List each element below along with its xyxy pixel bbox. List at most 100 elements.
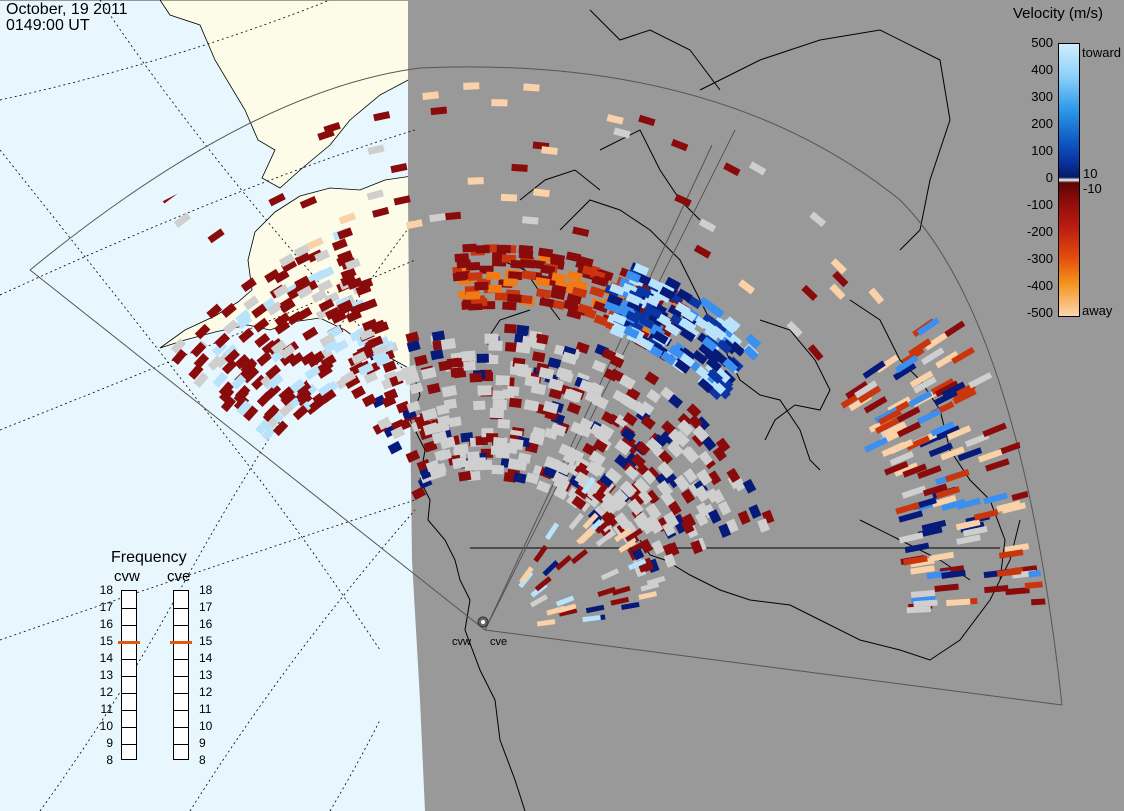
backscatter-cell (219, 386, 235, 403)
backscatter-cell (585, 461, 603, 478)
backscatter-cell (243, 295, 260, 311)
backscatter-cell (556, 366, 573, 381)
gauge-divider (122, 744, 136, 745)
backscatter-cell (582, 512, 599, 530)
backscatter-cell (351, 351, 368, 365)
backscatter-cell (426, 382, 441, 395)
backscatter-cell (468, 272, 483, 281)
backscatter-cell (698, 450, 714, 466)
backscatter-cell (651, 540, 665, 555)
backscatter-cell (234, 353, 251, 370)
backscatter-cell (609, 368, 625, 383)
backscatter-cell (710, 325, 727, 341)
backscatter-cell (717, 500, 732, 516)
backscatter-cell (507, 271, 523, 281)
backscatter-cell (682, 446, 700, 464)
backscatter-cell (534, 576, 552, 592)
backscatter-cell (726, 467, 741, 483)
backscatter-cell (336, 299, 354, 313)
backscatter-cell (697, 377, 714, 394)
backscatter-cell (895, 501, 920, 515)
backscatter-cell (450, 367, 464, 378)
backscatter-cell (677, 419, 695, 437)
backscatter-cell (629, 492, 644, 508)
backscatter-cell (660, 351, 677, 366)
backscatter-cell (315, 306, 332, 321)
backscatter-cell (318, 298, 335, 313)
backscatter-cell (529, 594, 548, 608)
backscatter-cell (503, 277, 518, 287)
backscatter-cell (563, 388, 580, 403)
backscatter-cell (475, 435, 488, 446)
backscatter-cell (533, 188, 550, 198)
backscatter-cell (664, 276, 681, 291)
backscatter-cell (614, 454, 630, 469)
backscatter-cell (256, 391, 273, 407)
backscatter-cell (544, 522, 560, 541)
backscatter-cell (268, 192, 286, 207)
velocity-tick-7: -200 (1026, 224, 1053, 239)
backscatter-cell (535, 277, 551, 288)
backscatter-cell (436, 404, 450, 416)
freq-tick-left-10: 10 (99, 719, 113, 733)
backscatter-cell (553, 486, 569, 501)
backscatter-cell (253, 317, 270, 333)
backscatter-cell (917, 526, 943, 538)
backscatter-cell (540, 264, 556, 275)
velocity-colorbar (1058, 43, 1080, 317)
backscatter-cell (691, 349, 708, 365)
backscatter-cell (674, 358, 691, 374)
backscatter-cell (513, 472, 527, 484)
gauge-divider (174, 710, 188, 711)
backscatter-cell (287, 311, 304, 326)
backscatter-cell (1004, 543, 1030, 553)
backscatter-cell (409, 382, 424, 395)
backscatter-cell (646, 388, 662, 404)
backscatter-cell (266, 301, 283, 316)
backscatter-cell (190, 341, 207, 358)
backscatter-cell (702, 313, 719, 328)
velocity-tick-6: -100 (1026, 197, 1053, 212)
backscatter-cell (628, 480, 644, 496)
backscatter-cell (331, 238, 348, 251)
backscatter-cell (683, 468, 698, 484)
backscatter-cell (395, 367, 412, 382)
backscatter-cell (221, 358, 238, 375)
backscatter-cell (261, 339, 278, 355)
backscatter-cell (319, 333, 336, 348)
backscatter-cell (546, 605, 565, 616)
velocity-title: Velocity (m/s) (1013, 5, 1104, 22)
backscatter-cell (278, 386, 295, 402)
backscatter-cell (889, 439, 914, 455)
backscatter-cell (367, 144, 385, 155)
backscatter-cell (924, 332, 948, 351)
backscatter-cell (610, 596, 630, 606)
backscatter-cell (705, 356, 722, 372)
backscatter-cell (406, 340, 421, 353)
backscatter-cell (692, 425, 710, 443)
backscatter-cell (344, 257, 361, 271)
backscatter-cell (357, 362, 374, 376)
backscatter-cell (910, 589, 936, 599)
backscatter-cell (518, 249, 534, 260)
backscatter-cell (599, 473, 615, 488)
backscatter-cell (474, 281, 489, 291)
backscatter-cell (547, 357, 562, 369)
backscatter-cell (506, 385, 520, 396)
gauge-divider (122, 625, 136, 626)
backscatter-cell (296, 285, 313, 300)
backscatter-cell (668, 344, 685, 360)
backscatter-cell (304, 365, 321, 381)
backscatter-cell (536, 619, 556, 627)
backscatter-cell (371, 206, 390, 218)
backscatter-cell (606, 293, 623, 307)
backscatter-cell (691, 432, 707, 448)
backscatter-cell (344, 375, 361, 390)
backscatter-cell (646, 575, 666, 586)
backscatter-cell (681, 519, 695, 535)
backscatter-cell (406, 400, 421, 414)
backscatter-cell (193, 353, 210, 369)
backscatter-cell (901, 485, 927, 499)
backscatter-cell (917, 465, 942, 480)
backscatter-cell (913, 599, 938, 608)
